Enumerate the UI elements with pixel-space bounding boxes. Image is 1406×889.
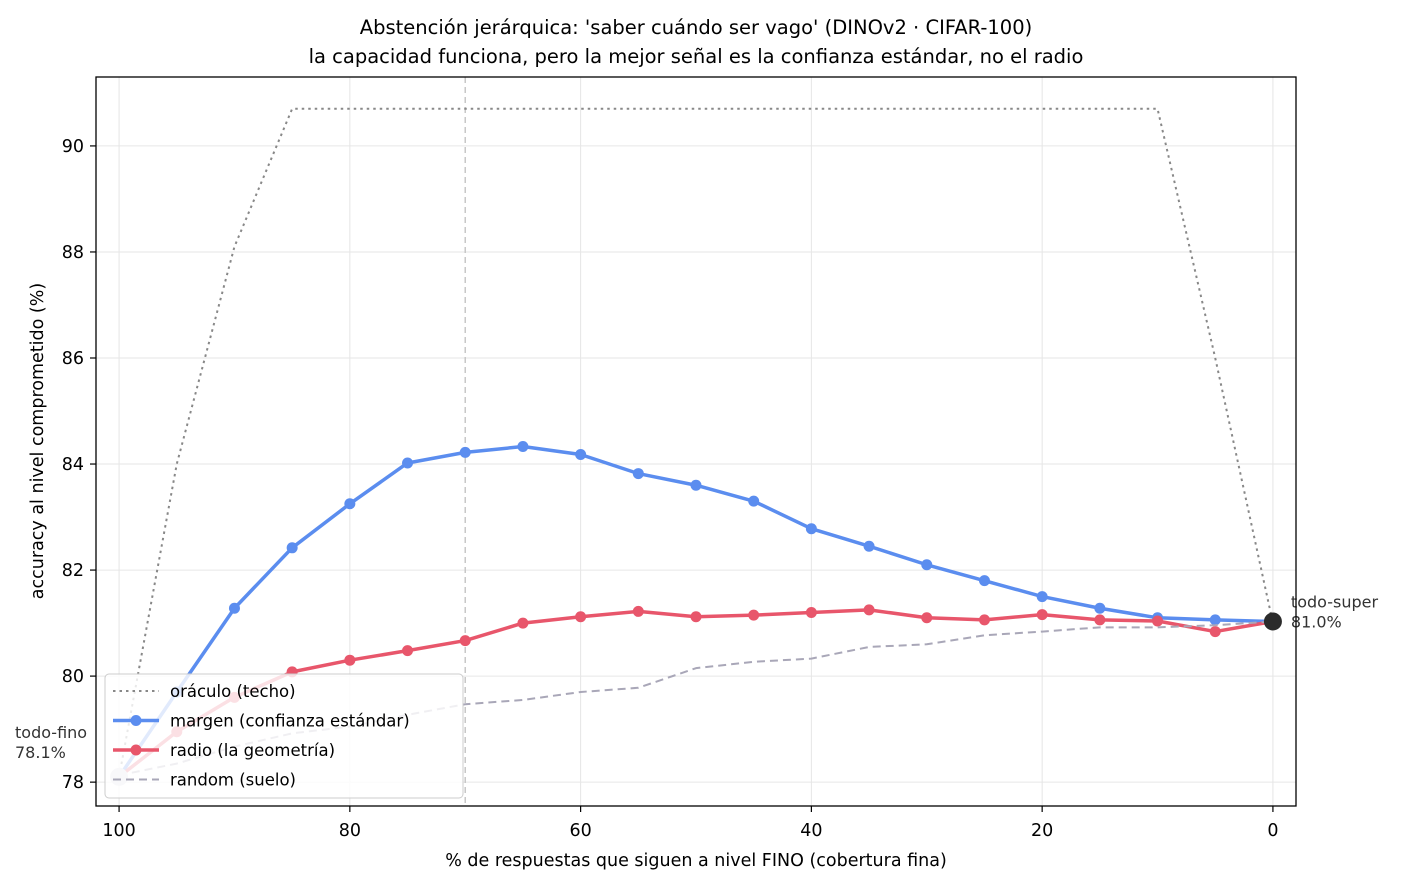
- series-point-2: [748, 609, 760, 621]
- series-point-1: [748, 495, 760, 507]
- series-point-1: [863, 540, 875, 552]
- series-point-1: [1209, 614, 1221, 626]
- x-tick-label: 40: [800, 821, 822, 841]
- series-point-1: [690, 479, 702, 491]
- legend-label: radio (la geometría): [170, 741, 335, 760]
- legend-swatch-marker: [130, 715, 142, 726]
- series-point-2: [1152, 615, 1164, 627]
- series-point-1: [286, 542, 298, 554]
- x-tick-label: 100: [102, 821, 135, 841]
- series-point-2: [690, 611, 702, 623]
- legend-box: [104, 673, 464, 799]
- chart-title: Abstención jerárquica: 'saber cuándo ser…: [360, 16, 1032, 39]
- legend-label: margen (confianza estándar): [170, 712, 410, 731]
- endpoint-label: todo-super: [1291, 592, 1379, 611]
- series-point-1: [921, 559, 933, 571]
- x-tick-label: 60: [569, 821, 591, 841]
- x-axis-label: % de respuestas que siguen a nivel FINO …: [445, 851, 947, 871]
- legend-swatch-marker: [130, 744, 142, 756]
- legend: oráculo (techo) margen (confianza estánda…: [104, 673, 464, 799]
- series-point-2: [1036, 609, 1048, 621]
- y-tick-label: 84: [62, 455, 84, 475]
- y-tick-label: 86: [62, 349, 84, 369]
- series-point-1: [805, 523, 817, 535]
- legend-label: random (suelo): [170, 771, 296, 790]
- plot-frame: [95, 76, 1297, 807]
- y-axis-ticks: 78 80 82 84 86 88 90: [62, 137, 96, 793]
- endpoint-value: 78.1%: [15, 743, 66, 762]
- endpoint-marker: [1263, 612, 1282, 631]
- series-point-1: [228, 602, 240, 614]
- series-point-2: [921, 612, 933, 624]
- y-tick-label: 88: [62, 243, 84, 263]
- series-point-1: [1094, 602, 1106, 614]
- x-tick-label: 20: [1031, 821, 1053, 841]
- series-point-1: [575, 448, 587, 460]
- series-point-2: [402, 645, 414, 657]
- series-point-1: [517, 441, 529, 453]
- series-point-2: [459, 635, 471, 647]
- y-axis-label: accuracy al nivel comprometido (%): [28, 283, 48, 599]
- y-tick-label: 82: [62, 561, 84, 581]
- series-point-2: [1094, 614, 1106, 626]
- y-tick-label: 90: [62, 137, 84, 157]
- series-point-1: [1036, 591, 1048, 603]
- y-tick-label: 80: [62, 667, 84, 687]
- series-point-2: [575, 611, 587, 623]
- series-point-2: [805, 606, 817, 618]
- y-tick-label: 78: [62, 773, 84, 793]
- x-tick-label: 80: [339, 821, 361, 841]
- series-point-2: [517, 617, 529, 629]
- series-point-1: [344, 498, 356, 510]
- series-point-1: [978, 575, 990, 587]
- series-point-2: [1209, 626, 1221, 638]
- legend-label: oráculo (techo): [170, 682, 296, 701]
- grid-lines: [96, 77, 1296, 806]
- series-point-2: [978, 614, 990, 626]
- x-axis-ticks: 100 80 60 40 20 0: [102, 806, 1278, 841]
- series-point-2: [632, 605, 644, 617]
- series-point-2: [863, 604, 875, 616]
- series-point-1: [632, 468, 644, 480]
- endpoint-value: 81.0%: [1291, 612, 1342, 631]
- series-lines: [113, 107, 1279, 783]
- series-point-1: [402, 457, 414, 469]
- chart-subtitle: la capacidad funciona, pero la mejor señ…: [309, 45, 1084, 68]
- x-tick-label: 0: [1267, 821, 1278, 841]
- series-point-2: [344, 654, 356, 666]
- endpoint-label: todo-fino: [15, 723, 87, 742]
- series-point-1: [459, 446, 471, 458]
